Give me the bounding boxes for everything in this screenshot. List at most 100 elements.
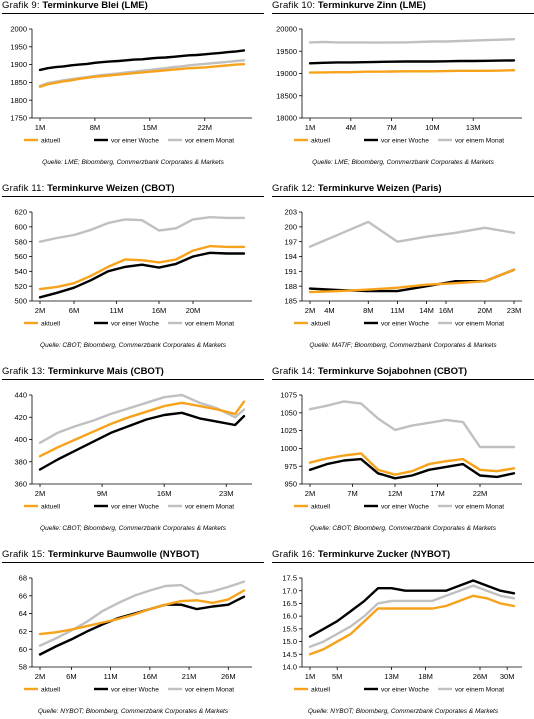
title-rule: [272, 13, 534, 14]
chart-name: Terminkurve Blei (LME): [42, 0, 148, 11]
line-chart: 18000 18500 19000 19500 20000 1M 4M 7M 10M 13M akt…: [276, 25, 522, 144]
y-tick-label: 440: [14, 391, 27, 400]
x-tick-label: 7M: [347, 489, 357, 498]
y-tick-label: 17.0: [282, 586, 297, 595]
y-tick-label: 60: [19, 645, 27, 654]
chart-number: Grafik 15:: [2, 549, 46, 560]
y-tick-label: 18000: [276, 114, 297, 123]
chart-title: Grafik 11: Terminkurve Weizen (CBOT): [2, 183, 175, 194]
x-tick-label: 16M: [152, 306, 167, 315]
x-tick-label: 13M: [466, 123, 481, 132]
series-line-month: [308, 400, 516, 449]
legend-label-month: vor einem Monat: [455, 686, 504, 693]
line-chart: 950 975 1000 1025 1050 1075 2M 7M 12M 17M 22M aktue…: [280, 391, 522, 510]
series-line-current: [38, 400, 246, 458]
chart-source: Quelle: CBOT; Bloomberg, Commerzbank Cor…: [310, 525, 496, 532]
y-tick-label: 1000: [280, 444, 297, 453]
chart-title: Grafik 10: Terminkurve Zinn (LME): [272, 0, 426, 11]
y-tick-label: 1025: [280, 426, 297, 435]
x-tick-label: 8M: [363, 306, 373, 315]
chart-panel-baumwolle: Grafik 15: Terminkurve Baumwolle (NYBOT)…: [2, 549, 264, 719]
y-tick-label: 200: [284, 222, 297, 231]
chart-number: Grafik 11:: [2, 183, 45, 194]
legend-label-current: aktuell: [311, 137, 331, 144]
title-rule: [2, 379, 264, 380]
chart-title: Grafik 16: Terminkurve Zucker (NYBOT): [272, 549, 450, 560]
chart-title: Grafik 13: Terminkurve Mais (CBOT): [2, 366, 164, 377]
legend-label-week: vor einer Woche: [381, 320, 429, 327]
y-tick-label: 191: [284, 267, 297, 276]
title-rule: [2, 196, 264, 197]
series-line-week: [38, 411, 246, 471]
x-tick-label: 16M: [143, 672, 158, 681]
y-tick-label: 16.0: [282, 612, 297, 621]
y-tick-label: 14.0: [282, 663, 297, 672]
y-tick-label: 64: [19, 609, 27, 618]
y-tick-label: 15.5: [282, 624, 297, 633]
chart-name: Terminkurve Sojabohnen (CBOT): [317, 366, 468, 377]
chart-panel-mais: Grafik 13: Terminkurve Mais (CBOT) 360 380…: [2, 366, 264, 536]
chart-number: Grafik 12:: [272, 183, 316, 194]
legend-label-week: vor einer Woche: [111, 686, 159, 693]
legend-label-month: vor einem Monat: [185, 686, 234, 693]
x-tick-label: 11M: [390, 306, 404, 315]
chart-source: Quelle: MATIF; Bloomberg, Commerzbank Co…: [309, 342, 497, 349]
legend-label-month: vor einem Monat: [185, 137, 234, 144]
chart-panel-sojabohnen: Grafik 14: Terminkurve Sojabohnen (CBOT)…: [272, 366, 534, 536]
y-tick-label: 580: [14, 237, 27, 246]
x-tick-label: 6M: [66, 672, 76, 681]
series-line-current: [308, 594, 516, 656]
legend-label-month: vor einem Monat: [455, 320, 504, 327]
chart-source: Quelle: LME; Bloomberg, Commerzbank Corp…: [42, 159, 224, 166]
x-tick-label: 13M: [384, 672, 399, 681]
y-tick-label: 188: [284, 282, 297, 291]
legend-label-week: vor einer Woche: [111, 137, 159, 144]
x-tick-label: 26M: [473, 672, 488, 681]
x-tick-label: 20M: [186, 306, 201, 315]
chart-title: Grafik 15: Terminkurve Baumwolle (NYBOT): [2, 549, 199, 560]
x-tick-label: 16M: [157, 489, 172, 498]
legend-label-current: aktuell: [41, 137, 61, 144]
y-tick-label: 400: [14, 435, 27, 444]
y-tick-label: 620: [14, 208, 27, 217]
y-tick-label: 1750: [10, 114, 27, 123]
x-tick-label: 2M: [35, 672, 45, 681]
y-tick-label: 16.5: [282, 599, 297, 608]
chart-number: Grafik 14:: [272, 366, 316, 377]
x-tick-label: 1M: [305, 123, 315, 132]
y-tick-label: 194: [284, 252, 297, 261]
series-line-month: [308, 38, 516, 44]
line-chart: 1750 1800 1850 1900 1950 2000 1M 8M 15M 22M aktuel…: [10, 25, 252, 144]
legend-label-month: vor einem Monat: [185, 320, 234, 327]
series-line-current: [38, 63, 246, 88]
y-tick-label: 19000: [276, 69, 297, 78]
chart-number: Grafik 16:: [272, 549, 316, 560]
series-line-week: [38, 49, 246, 72]
x-tick-label: 15M: [143, 123, 158, 132]
y-tick-label: 975: [284, 462, 297, 471]
x-tick-label: 17M: [430, 489, 445, 498]
y-tick-label: 1900: [10, 60, 27, 69]
y-tick-label: 18500: [276, 91, 297, 100]
chart-number: Grafik 10:: [272, 0, 316, 11]
x-tick-label: 12M: [388, 489, 403, 498]
series-line-current: [308, 69, 516, 74]
series-line-current: [38, 244, 246, 291]
y-tick-label: 380: [14, 457, 27, 466]
legend-label-month: vor einem Monat: [455, 503, 504, 510]
y-tick-label: 540: [14, 267, 27, 276]
chart-name: Terminkurve Zucker (NYBOT): [317, 549, 451, 560]
legend-label-week: vor einer Woche: [381, 686, 429, 693]
y-tick-label: 15.0: [282, 637, 297, 646]
x-tick-label: 10M: [425, 123, 440, 132]
chart-name: Terminkurve Mais (CBOT): [47, 366, 164, 377]
x-tick-label: 21M: [182, 672, 197, 681]
x-tick-label: 2M: [305, 489, 315, 498]
legend-label-week: vor einer Woche: [381, 137, 429, 144]
legend-label-month: vor einem Monat: [185, 503, 234, 510]
series-line-week: [308, 579, 516, 638]
chart-panel-zinn: Grafik 10: Terminkurve Zinn (LME) 18000 18…: [272, 0, 534, 170]
series-line-current: [308, 268, 516, 294]
y-tick-label: 14.5: [282, 650, 297, 659]
y-tick-label: 66: [19, 591, 27, 600]
